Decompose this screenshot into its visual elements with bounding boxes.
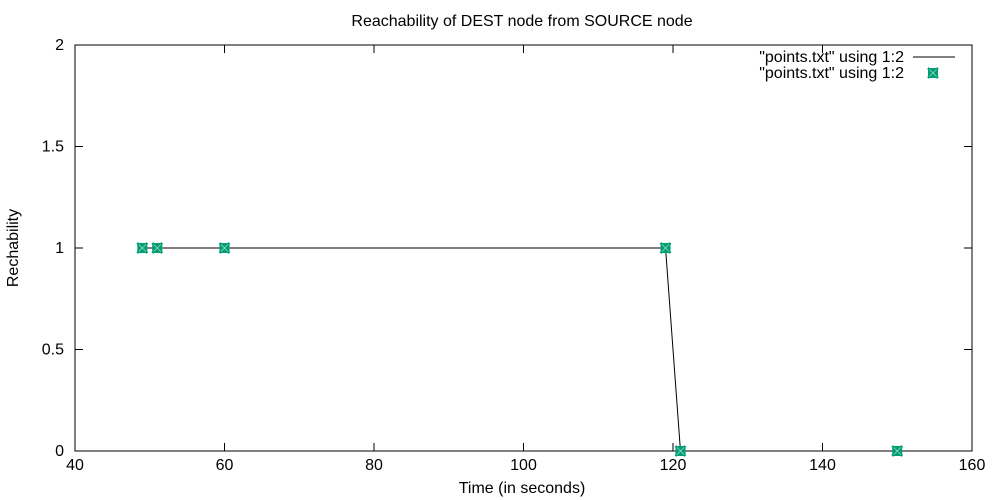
x-tick-label: 60 <box>216 457 234 474</box>
legend-point-sample <box>927 67 939 79</box>
x-tick-label: 80 <box>365 457 383 474</box>
data-point <box>674 445 687 457</box>
data-point <box>136 242 149 254</box>
x-tick-label: 140 <box>809 457 836 474</box>
chart-title: Reachability of DEST node from SOURCE no… <box>351 13 692 30</box>
legend: "points.txt" using 1:2 "points.txt" usin… <box>759 49 955 82</box>
y-tick-label: 0.5 <box>42 342 64 359</box>
data-point <box>151 242 164 254</box>
x-tick-label: 160 <box>959 457 986 474</box>
series-layer <box>136 242 904 457</box>
data-point <box>218 242 231 254</box>
y-tick-label: 1.5 <box>42 139 64 156</box>
axis-tick-labels: 40 60 80 100 120 140 160 0 0.5 1 1.5 2 <box>42 37 986 474</box>
x-tick-label: 100 <box>510 457 537 474</box>
data-point <box>659 242 672 254</box>
legend-label-line: "points.txt" using 1:2 <box>759 49 904 66</box>
data-point <box>891 445 904 457</box>
y-tick-label: 2 <box>55 37 64 54</box>
x-axis-label: Time (in seconds) <box>459 480 586 497</box>
y-tick-label: 1 <box>55 240 64 257</box>
legend-label-points: "points.txt" using 1:2 <box>759 65 904 82</box>
axis-ticks <box>74 44 973 452</box>
series-line <box>142 247 898 452</box>
legend-marker <box>927 67 939 79</box>
x-tick-label: 40 <box>66 457 84 474</box>
y-tick-label: 0 <box>55 443 64 460</box>
y-axis-label: Rechability <box>5 209 22 287</box>
x-tick-label: 120 <box>660 457 687 474</box>
